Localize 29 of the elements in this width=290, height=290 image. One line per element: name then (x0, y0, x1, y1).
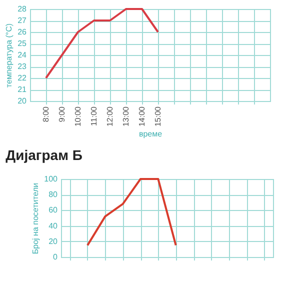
x-axis-title: време (138, 130, 163, 139)
y-tick-label: 27 (18, 16, 28, 25)
y-tick-label: 21 (18, 85, 28, 94)
x-tick-label: 11:00 (90, 106, 98, 126)
y-tick-label: 22 (18, 74, 28, 82)
x-tick-label: 9:00 (58, 106, 66, 122)
chart-title: Дијаграм Б (6, 147, 82, 163)
y-tick-label: 100 (44, 174, 58, 184)
line-series (45, 8, 159, 79)
y-tick-label: 0 (53, 252, 58, 262)
y-tick-label: 20 (18, 96, 28, 106)
y-axis-title: температура (°C) (4, 23, 14, 88)
y-tick-label: 80 (48, 190, 58, 200)
y-tick-label: 25 (18, 39, 28, 48)
y-tick-label: 24 (18, 50, 28, 60)
y-tick-label: 28 (18, 4, 28, 14)
y-tick-label: 40 (48, 221, 58, 230)
x-tick-label: 15:00 (154, 106, 162, 127)
y-tick-label: 20 (48, 236, 58, 246)
y-axis-title: Број на посетители (31, 182, 40, 254)
y-tick-label: 60 (48, 206, 58, 215)
y-tick-label: 26 (18, 28, 28, 36)
x-tick-label: 13:00 (122, 106, 130, 127)
y-tick-label: 23 (18, 62, 28, 71)
x-tick-label: 12:00 (106, 106, 114, 127)
x-tick-label: 8:00 (42, 106, 50, 122)
line-series (86, 178, 177, 246)
x-tick-label: 10:00 (74, 106, 82, 127)
x-tick-label: 14:00 (138, 106, 146, 127)
